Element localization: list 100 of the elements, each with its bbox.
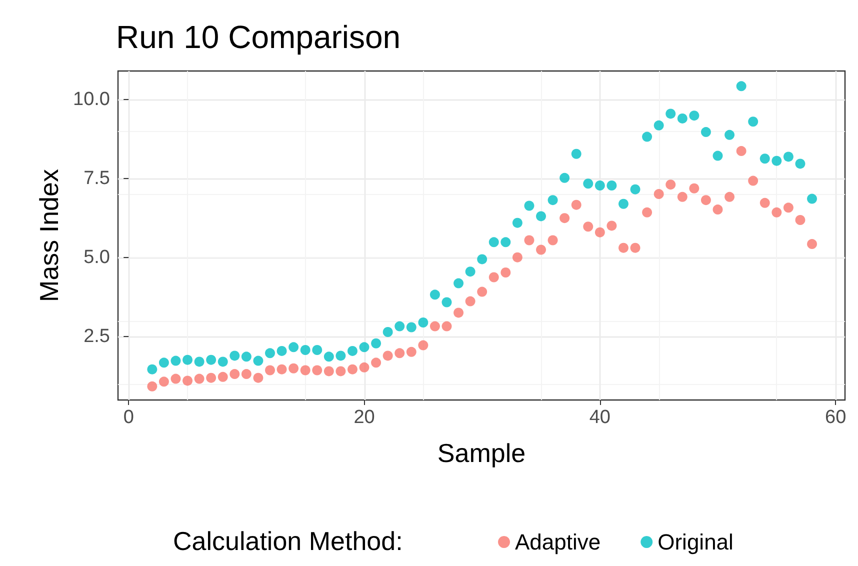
point [760, 154, 770, 164]
point [300, 365, 310, 376]
point [394, 321, 405, 332]
point [359, 362, 370, 372]
point [218, 356, 228, 367]
point [795, 158, 806, 169]
point [394, 348, 405, 358]
point [430, 321, 440, 332]
point [158, 376, 169, 387]
point [666, 108, 676, 119]
point [560, 172, 570, 183]
point [677, 113, 688, 124]
y-tick-label: 5.0 [84, 247, 110, 268]
point [512, 252, 522, 262]
point [700, 195, 711, 206]
point [312, 345, 322, 356]
point [194, 356, 204, 367]
point [241, 369, 252, 380]
point [371, 358, 382, 368]
point [536, 211, 546, 222]
point [807, 194, 818, 204]
point [524, 200, 534, 211]
point [512, 218, 522, 228]
point [500, 268, 511, 278]
y-tick-label: 7.5 [84, 168, 110, 190]
point [630, 184, 640, 194]
point [477, 286, 488, 297]
point [760, 198, 770, 208]
point [382, 326, 393, 337]
point [336, 350, 346, 361]
y-axis-title: Mass Index [34, 169, 64, 302]
point [783, 202, 794, 213]
point [324, 366, 334, 376]
point [712, 150, 723, 161]
point [642, 132, 652, 142]
chart-title: Run 10 Comparison [116, 19, 401, 55]
point [642, 207, 652, 218]
point [206, 354, 216, 365]
point [689, 110, 700, 121]
point [488, 237, 499, 248]
point [783, 152, 794, 162]
point [265, 348, 275, 358]
point [560, 213, 570, 224]
point [700, 127, 711, 138]
point [465, 266, 476, 277]
point [594, 227, 605, 238]
point [241, 352, 252, 362]
legend-title: Calculation Method: [173, 526, 403, 556]
point [276, 346, 287, 356]
point [571, 148, 582, 159]
legend-label: Adaptive [515, 530, 601, 554]
point [158, 358, 169, 368]
point [724, 192, 735, 202]
x-tick-label: 40 [589, 407, 610, 428]
point [677, 192, 688, 202]
point [772, 156, 782, 166]
point [666, 180, 676, 190]
point [606, 220, 617, 231]
point [194, 374, 204, 384]
point [500, 237, 511, 248]
point [524, 235, 534, 246]
point [488, 272, 499, 282]
point [206, 372, 216, 383]
point [406, 322, 416, 332]
point [795, 215, 806, 225]
y-tick-label: 2.5 [84, 326, 110, 348]
point [371, 338, 382, 348]
point [618, 198, 628, 209]
point [583, 178, 594, 189]
point [712, 204, 723, 215]
point [170, 374, 181, 384]
point [442, 321, 452, 332]
point [606, 180, 617, 191]
x-tick-label: 0 [123, 407, 134, 428]
point [312, 365, 322, 376]
point [571, 200, 582, 210]
point [736, 146, 746, 156]
x-tick-label: 20 [354, 407, 375, 428]
point [748, 116, 758, 127]
point [276, 364, 287, 374]
x-axis-title: Sample [437, 438, 526, 468]
point [300, 345, 310, 356]
point [454, 308, 464, 318]
point [583, 222, 594, 232]
y-tick-label: 10.0 [73, 88, 110, 110]
point [594, 180, 605, 191]
point [736, 81, 746, 92]
point [654, 120, 664, 130]
point [182, 354, 193, 365]
point [324, 352, 334, 362]
point [147, 364, 158, 374]
point [689, 183, 700, 194]
point [253, 372, 264, 383]
point [288, 363, 299, 374]
point [147, 381, 158, 392]
point [618, 242, 628, 253]
point [336, 366, 346, 376]
point [430, 290, 440, 300]
point [182, 376, 193, 386]
point [465, 296, 476, 306]
